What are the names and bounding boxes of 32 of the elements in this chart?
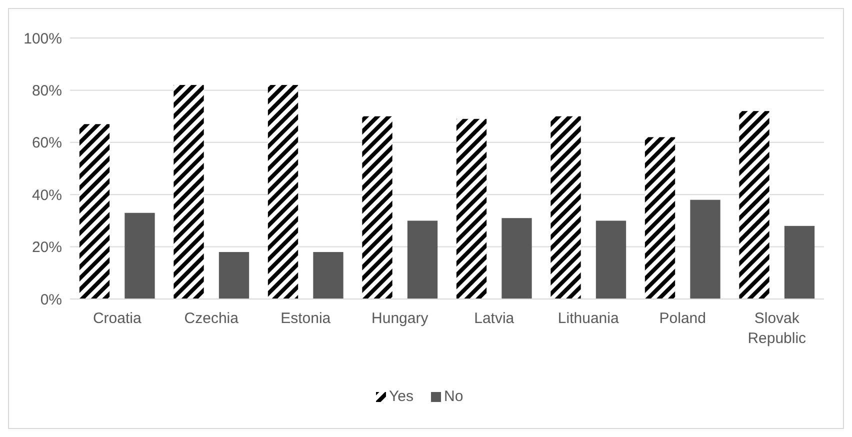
bar bbox=[456, 118, 487, 299]
bar bbox=[784, 226, 815, 299]
x-tick-label: Poland bbox=[659, 310, 706, 327]
y-tick-label: 100% bbox=[24, 30, 62, 48]
bar bbox=[596, 220, 626, 299]
bar bbox=[174, 84, 204, 299]
bar bbox=[268, 84, 298, 299]
legend-label: Yes bbox=[389, 388, 414, 405]
y-tick-label: 40% bbox=[32, 186, 62, 204]
bar bbox=[124, 212, 155, 299]
x-tick-label: Lithuania bbox=[558, 310, 620, 327]
y-tick-label: 80% bbox=[32, 82, 62, 100]
x-tick-label: Estonia bbox=[280, 310, 332, 327]
bar bbox=[644, 137, 676, 299]
x-tick-label: Hungary bbox=[372, 310, 429, 327]
bar bbox=[690, 200, 720, 299]
y-tick-label: 20% bbox=[32, 239, 62, 256]
x-tick-label: Latvia bbox=[474, 310, 515, 327]
bar bbox=[218, 252, 250, 299]
bar bbox=[502, 218, 532, 299]
bar bbox=[362, 116, 392, 299]
bar bbox=[407, 220, 438, 299]
bar bbox=[550, 116, 581, 299]
bar bbox=[313, 252, 344, 299]
bar bbox=[79, 124, 110, 299]
bar bbox=[739, 111, 770, 299]
x-tick-label: Slovak Republic bbox=[748, 310, 807, 347]
y-tick-label: 0% bbox=[40, 291, 62, 308]
x-tick-label: Croatia bbox=[92, 310, 142, 327]
y-tick-label: 60% bbox=[32, 134, 62, 152]
x-tick-label: Czechia bbox=[184, 310, 240, 327]
legend-label: No bbox=[444, 388, 464, 405]
